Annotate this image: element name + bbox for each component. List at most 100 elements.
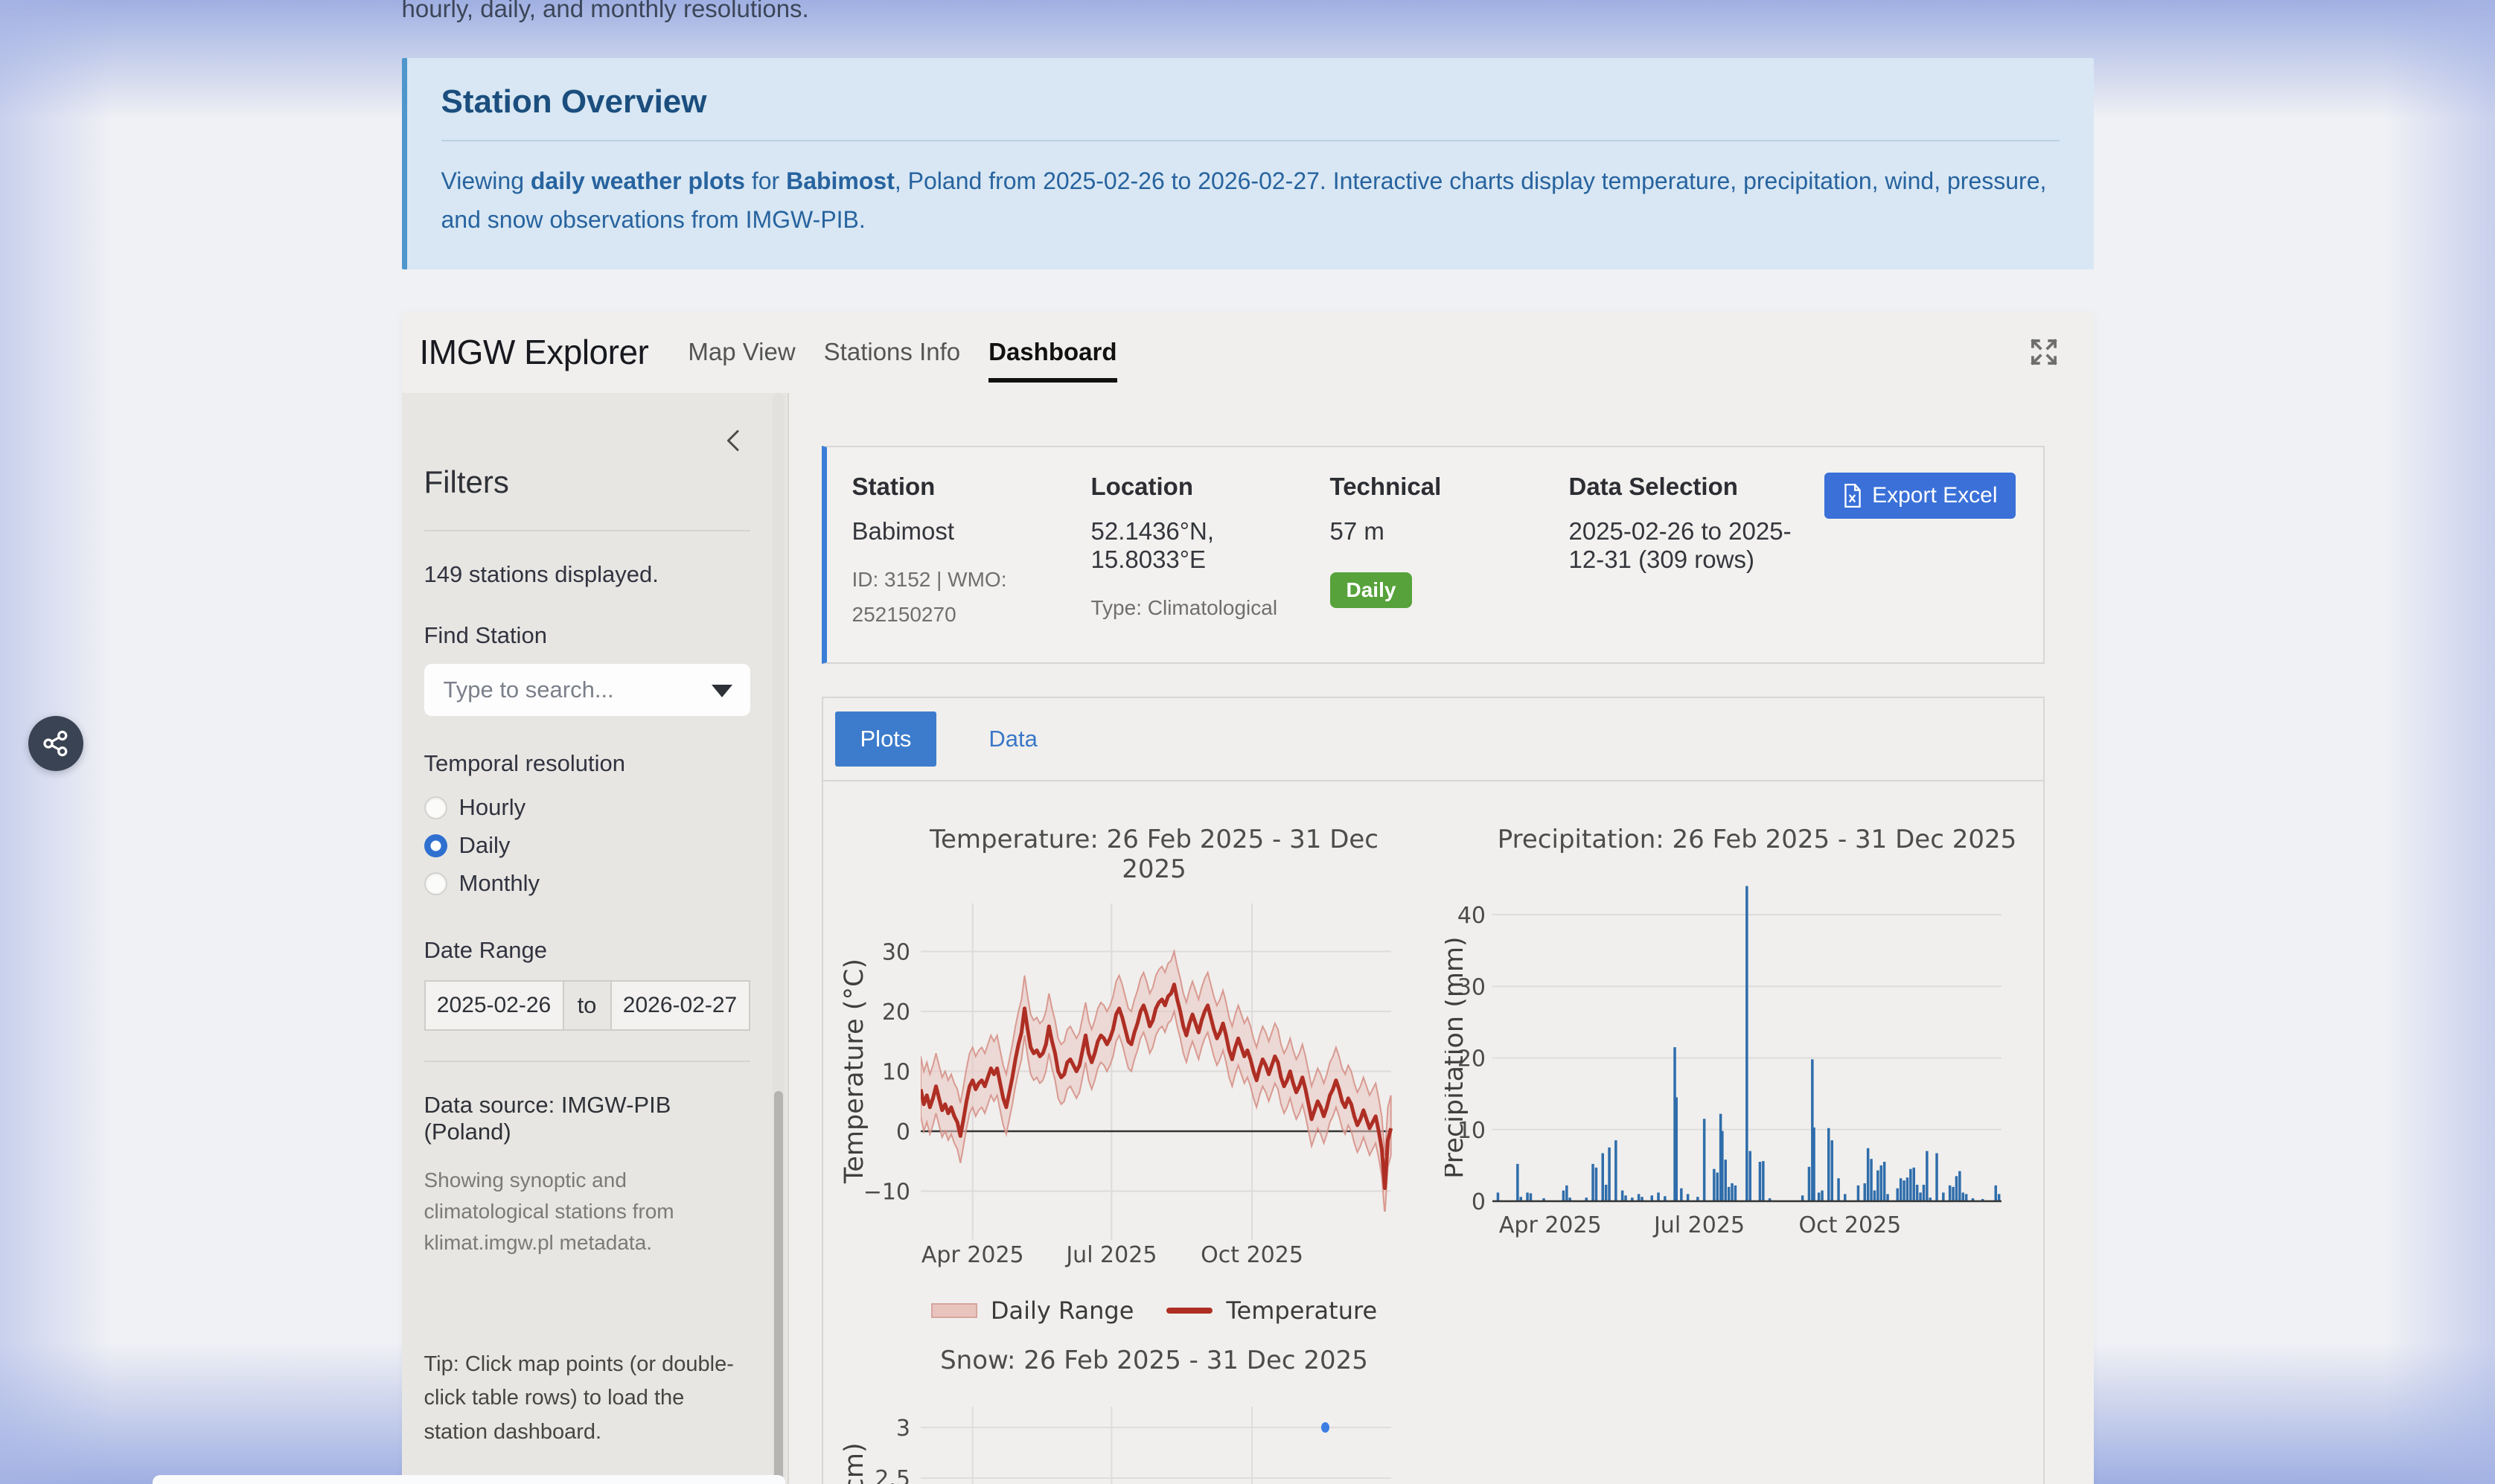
app-tab-dashboard[interactable]: Dashboard [974, 311, 1131, 393]
station-col-muted: Type: Climatological [1091, 590, 1314, 626]
export-excel-label: Export Excel [1872, 483, 1997, 508]
radio-monthly[interactable]: Monthly [424, 865, 750, 903]
legend-item: Daily Range [931, 1296, 1134, 1325]
sidebar-divider-2 [424, 1061, 750, 1062]
excel-file-icon [1842, 483, 1863, 508]
data-source-note: Showing synoptic and climatological stat… [424, 1165, 750, 1258]
station-col-muted: ID: 3152 | WMO: 252150270 [852, 562, 1076, 633]
view-tab-plots[interactable]: Plots [835, 711, 937, 767]
temperature-chart: Temperature: 26 Feb 2025 - 31 Dec 2025 3… [842, 825, 1415, 1325]
precipitation-plot: 010203040Apr 2025Jul 2025Oct 2025Precipi… [1445, 860, 2018, 1262]
sidebar-tip: Tip: Click map points (or double-click t… [424, 1348, 750, 1450]
svg-text:10: 10 [881, 1059, 910, 1085]
callout-body: Viewing daily weather plots for Babimost… [441, 162, 2060, 240]
app-title: IMGW Explorer [420, 332, 649, 372]
svg-text:Snow depth (cm): Snow depth (cm) [842, 1442, 869, 1484]
radio-dot-daily[interactable] [424, 834, 447, 857]
station-col-location: Location52.1436°N, 15.8033°EType: Climat… [1091, 473, 1314, 633]
callout-title: Station Overview [441, 83, 2060, 121]
svg-text:Oct 2025: Oct 2025 [1201, 1242, 1303, 1268]
date-from-input[interactable]: 2025-02-26 [424, 980, 564, 1031]
sidebar-collapse-icon[interactable] [719, 426, 749, 455]
date-range-row: 2025-02-26 to 2026-02-27 [424, 980, 750, 1031]
svg-text:Oct 2025: Oct 2025 [1798, 1212, 1901, 1238]
find-station-label: Find Station [424, 622, 750, 649]
page: hourly, daily, and monthly resolutions. … [0, 0, 2495, 1484]
svg-text:20: 20 [881, 1000, 910, 1026]
radio-dot-hourly[interactable] [424, 796, 447, 819]
svg-text:40: 40 [1457, 903, 1485, 929]
view-tab-data[interactable]: Data [963, 711, 1062, 767]
svg-text:Apr 2025: Apr 2025 [921, 1242, 1023, 1268]
app-tab-bar: Map ViewStations InfoDashboard [674, 311, 1131, 393]
scrollbar-thumb[interactable] [774, 1091, 783, 1484]
station-col-value: 57 m [1330, 517, 1553, 546]
radio-dot-monthly[interactable] [424, 872, 447, 895]
svg-text:30: 30 [881, 939, 910, 965]
legend-item: Temperature [1166, 1296, 1377, 1325]
plots-data-panel: Plots Data Temperature: 26 Feb 2025 - 31 … [822, 697, 2045, 1484]
date-separator: to [564, 980, 610, 1031]
imgw-explorer-app: IMGW Explorer Map ViewStations InfoDashb… [402, 311, 2094, 1484]
sidebar-divider [424, 530, 750, 531]
station-col-heading: Data Selection [1569, 473, 1815, 501]
legend-label: Temperature [1226, 1296, 1377, 1325]
radio-label: Monthly [459, 870, 540, 897]
snow-chart: Snow: 26 Feb 2025 - 31 Dec 2025 32.52Sno… [842, 1346, 1415, 1484]
radio-daily[interactable]: Daily [424, 827, 750, 865]
station-col-heading: Station [852, 473, 1076, 501]
app-body: Filters 149 stations displayed. Find Sta… [402, 393, 2094, 1484]
callout-divider [441, 140, 2060, 141]
radio-label: Hourly [459, 794, 526, 821]
app-toolbar: IMGW Explorer Map ViewStations InfoDashb… [402, 311, 2094, 393]
station-col-value: 52.1436°N, 15.8033°E [1091, 517, 1314, 574]
snow-chart-title: Snow: 26 Feb 2025 - 31 Dec 2025 [842, 1346, 1415, 1375]
temporal-resolution-label: Temporal resolution [424, 750, 750, 777]
station-col-heading: Technical [1330, 473, 1553, 501]
share-button[interactable] [28, 716, 83, 771]
precipitation-chart-title: Precipitation: 26 Feb 2025 - 31 Dec 2025 [1445, 825, 2018, 854]
temperature-chart-title: Temperature: 26 Feb 2025 - 31 Dec 2025 [842, 825, 1415, 884]
fullscreen-icon[interactable] [2027, 335, 2061, 369]
radio-label: Daily [459, 832, 511, 859]
temperature-plot: 3020100−10Apr 2025Jul 2025Oct 2025Temper… [842, 890, 1415, 1292]
svg-text:0: 0 [895, 1119, 910, 1145]
legend-swatch-line [1166, 1308, 1213, 1314]
station-col-data-selection: Data Selection2025-02-26 to 2025-12-31 (… [1569, 473, 1815, 633]
data-source-heading: Data source: IMGW-PIB (Poland) [424, 1092, 750, 1145]
sidebar-scrollbar[interactable] [773, 393, 785, 1484]
temperature-legend: Daily Range Temperature [842, 1296, 1415, 1325]
app-tab-stations-info[interactable]: Stations Info [810, 311, 974, 393]
svg-text:2.5: 2.5 [875, 1466, 910, 1484]
svg-text:0: 0 [1471, 1189, 1485, 1215]
station-search-input[interactable]: Type to search... [424, 664, 750, 716]
legend-swatch-band [931, 1303, 977, 1318]
radio-hourly[interactable]: Hourly [424, 789, 750, 827]
intro-paragraph-tail: hourly, daily, and monthly resolutions. [402, 0, 2094, 27]
sidebar: Filters 149 stations displayed. Find Sta… [402, 393, 789, 1484]
export-excel-button[interactable]: Export Excel [1824, 473, 2015, 519]
app-tab-map-view[interactable]: Map View [674, 311, 809, 393]
content-column: hourly, daily, and monthly resolutions. … [402, 0, 2094, 1484]
resolution-badge: Daily [1330, 572, 1413, 608]
main-content: Station Babimost ID: 3152 | WMO: 252150270… [789, 393, 2094, 1484]
svg-text:Jul 2025: Jul 2025 [1652, 1212, 1744, 1238]
temporal-radio-group: Hourly Daily Monthly [424, 789, 750, 903]
charts-grid: Temperature: 26 Feb 2025 - 31 Dec 2025 3… [823, 781, 2043, 1484]
snow-plot: 32.52Snow depth (cm) [842, 1381, 1415, 1484]
station-col-technical: Technical 57 m Daily [1330, 473, 1553, 633]
station-overview-callout: Station Overview Viewing daily weather p… [402, 58, 2094, 269]
date-to-input[interactable]: 2026-02-27 [610, 980, 750, 1031]
sidebar-heading: Filters [424, 464, 750, 500]
view-tab-bar: Plots Data [823, 698, 2043, 781]
bottom-window-edge [153, 1475, 785, 1484]
svg-text:Precipitation (mm): Precipitation (mm) [1445, 936, 1469, 1178]
date-range-label: Date Range [424, 937, 750, 964]
legend-label: Daily Range [991, 1296, 1134, 1325]
station-col-value: Babimost [852, 517, 1076, 546]
svg-text:Temperature (°C): Temperature (°C) [842, 959, 869, 1184]
precipitation-chart: Precipitation: 26 Feb 2025 - 31 Dec 2025… [1445, 825, 2018, 1325]
stations-count: 149 stations displayed. [424, 561, 750, 588]
svg-text:3: 3 [895, 1416, 910, 1442]
svg-text:Apr 2025: Apr 2025 [1498, 1212, 1601, 1238]
